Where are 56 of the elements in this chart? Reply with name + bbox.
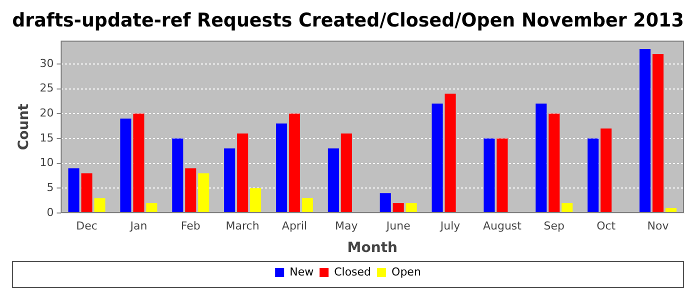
chart-title: drafts-update-ref Requests Created/Closed/Open November 2013: [12, 10, 684, 32]
bar: [380, 193, 391, 212]
bar: [172, 138, 184, 212]
x-tick-label: Feb: [180, 219, 200, 232]
x-tick-label: Oct: [596, 219, 616, 232]
bar: [302, 198, 313, 212]
bar: [288, 114, 300, 212]
x-tick-label: June: [385, 219, 411, 232]
y-tick-label: 25: [40, 82, 54, 95]
y-tick-label: 0: [46, 206, 54, 219]
bar: [600, 128, 612, 212]
bar: [146, 203, 158, 212]
y-tick-label: 30: [40, 56, 54, 70]
y-tick-label: 15: [40, 131, 54, 144]
y-axis-title: Count: [16, 103, 32, 150]
bar: [444, 94, 456, 212]
x-tick-label: August: [482, 219, 522, 232]
bar: [340, 133, 352, 212]
bar: [536, 104, 547, 212]
bar: [392, 203, 404, 212]
x-axis-title: Month: [347, 240, 398, 256]
x-tick-label: March: [226, 219, 260, 232]
bar: [94, 198, 106, 212]
bar: [548, 114, 560, 212]
bar: [224, 148, 236, 212]
x-tick-label: July: [439, 219, 461, 232]
legend-label: Closed: [334, 265, 372, 278]
bar: [484, 138, 495, 212]
x-tick-label: April: [282, 219, 308, 232]
bar: [185, 168, 196, 212]
bar: [640, 49, 651, 212]
x-tick-label: May: [335, 219, 358, 232]
bar: [237, 133, 248, 212]
bar: [133, 114, 144, 212]
y-tick-label: 5: [46, 181, 54, 194]
bar: [198, 173, 210, 212]
y-tick-label: 20: [40, 106, 54, 120]
bar: [562, 203, 573, 212]
bar: [328, 148, 339, 212]
legend-label: New: [290, 265, 314, 278]
bar: [276, 124, 288, 212]
bar: [250, 188, 262, 212]
x-tick-label: Sep: [544, 219, 565, 232]
x-tick-label: Jan: [129, 219, 148, 232]
x-tick-label: Nov: [647, 219, 670, 232]
bar: [588, 138, 599, 212]
bar: [120, 118, 132, 212]
bar: [81, 173, 92, 212]
bar: [496, 138, 508, 212]
bar: [432, 104, 443, 212]
x-tick-label: Dec: [76, 219, 98, 232]
legend-label: Open: [392, 265, 421, 278]
y-tick-label: 10: [40, 156, 54, 170]
bar: [68, 168, 80, 212]
bar: [652, 54, 664, 212]
bar: [406, 203, 417, 212]
